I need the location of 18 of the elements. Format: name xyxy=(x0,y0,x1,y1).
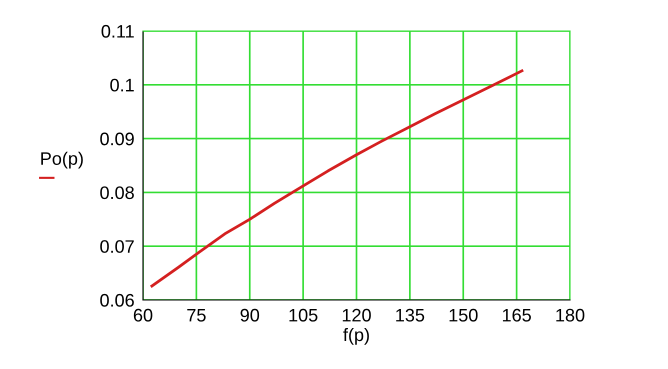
x-tick-label: 150 xyxy=(450,308,478,322)
y-tick-label: 0.11 xyxy=(102,24,134,38)
y-tick-label: 0.09 xyxy=(100,132,134,146)
x-tick-label: 75 xyxy=(187,308,206,322)
y-tick-label: 0.07 xyxy=(100,240,134,253)
y-axis-title: Po(p) xyxy=(41,152,83,169)
y-tick-label: 0.1 xyxy=(110,78,134,92)
x-tick-label: 120 xyxy=(342,308,371,322)
x-axis-title: f(p) xyxy=(343,328,369,345)
x-tick-label: 180 xyxy=(556,308,584,322)
line-series xyxy=(150,69,524,288)
y-tick-label: 0.08 xyxy=(100,186,134,200)
y-tick-label: 0.06 xyxy=(100,294,134,307)
x-tick-label: 90 xyxy=(240,308,260,322)
x-tick-label: 165 xyxy=(502,308,531,322)
x-tick-label: 105 xyxy=(289,308,318,322)
x-tick-label: 135 xyxy=(396,308,424,322)
x-tick-label: 60 xyxy=(134,308,152,322)
